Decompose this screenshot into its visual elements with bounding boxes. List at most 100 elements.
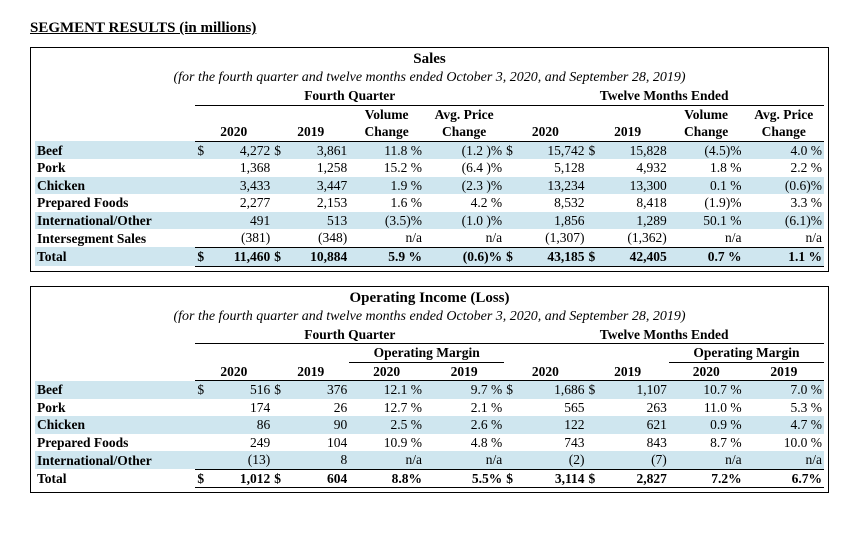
currency-symbol [504, 194, 517, 212]
oi-hdr-t-2020: 2020 [504, 362, 586, 381]
cell-t19: 4,932 [599, 159, 668, 177]
cell-qm19: 2.6 % [424, 416, 504, 434]
cell-tm20: 11.0 % [669, 399, 744, 417]
oi-total-qm19: 5.5% [424, 469, 504, 488]
currency-symbol [195, 434, 208, 452]
currency-symbol [195, 451, 208, 469]
cell-qp: n/a [424, 229, 504, 247]
currency-symbol [272, 177, 285, 195]
currency-symbol [272, 229, 285, 247]
segment-name: Intersegment Sales [35, 229, 195, 247]
sales-total-qp: (0.6)% [424, 247, 504, 266]
currency-symbol [504, 434, 517, 452]
cell-tv: 0.1 % [669, 177, 744, 195]
currency-symbol: $ [504, 141, 517, 159]
cell-qv: 15.2 % [349, 159, 424, 177]
currency-symbol [272, 434, 285, 452]
currency-symbol [272, 451, 285, 469]
currency-symbol [272, 399, 285, 417]
cell-t19: 621 [599, 416, 668, 434]
segment-name: Prepared Foods [35, 434, 195, 452]
currency-symbol [504, 229, 517, 247]
hdr-t-apchg: Change [744, 123, 824, 141]
table-row: Pork1742612.7 %2.1 %56526311.0 %5.3 % [35, 399, 824, 417]
cell-q20: 3,433 [208, 177, 272, 195]
cell-tm20: 8.7 % [669, 434, 744, 452]
cell-t19: 843 [599, 434, 668, 452]
currency-symbol [504, 416, 517, 434]
currency-symbol [586, 194, 599, 212]
cell-qm20: 12.1 % [349, 381, 424, 399]
hdr-vol-q: Volume [349, 105, 424, 123]
cell-t19: 15,828 [599, 141, 668, 159]
currency-symbol: $ [195, 141, 208, 159]
currency-symbol: $ [586, 141, 599, 159]
hdr-ap-t: Avg. Price [744, 105, 824, 123]
cell-tm19: 5.3 % [744, 399, 824, 417]
cell-tm19: n/a [744, 451, 824, 469]
cell-q20: 249 [208, 434, 272, 452]
cell-t20: (1,307) [517, 229, 586, 247]
cell-t20: 8,532 [517, 194, 586, 212]
table-row: Beef$4,272$3,86111.8 %(1.2 )%$15,742$15,… [35, 141, 824, 159]
hdr-t-2020: 2020 [504, 123, 586, 141]
sales-total-t20: 43,185 [517, 247, 586, 266]
segment-name: Prepared Foods [35, 194, 195, 212]
cell-tp: 3.3 % [744, 194, 824, 212]
currency-symbol [195, 177, 208, 195]
oi-subtitle: (for the fourth quarter and twelve month… [35, 308, 824, 326]
cell-tv: (4.5)% [669, 141, 744, 159]
currency-symbol [586, 177, 599, 195]
cell-tp: n/a [744, 229, 824, 247]
cell-qm20: 10.9 % [349, 434, 424, 452]
cell-q19: 26 [285, 399, 349, 417]
cell-t20: (2) [517, 451, 586, 469]
sales-total-q20: 11,460 [208, 247, 272, 266]
currency-symbol [504, 159, 517, 177]
cell-q20: 174 [208, 399, 272, 417]
hdr-vol-t: Volume [669, 105, 744, 123]
cell-q19: 104 [285, 434, 349, 452]
cell-q19: 3,861 [285, 141, 349, 159]
cell-t20: 1,686 [517, 381, 586, 399]
cell-t20: 13,234 [517, 177, 586, 195]
oi-hdr-t-2019: 2019 [587, 362, 669, 381]
cell-q19: 2,153 [285, 194, 349, 212]
currency-symbol [504, 451, 517, 469]
cell-tm20: 0.9 % [669, 416, 744, 434]
cell-q20: (13) [208, 451, 272, 469]
cell-q19: 8 [285, 451, 349, 469]
cell-qp: 4.2 % [424, 194, 504, 212]
cell-qp: (1.2 )% [424, 141, 504, 159]
sales-total-tp: 1.1 % [744, 247, 824, 266]
oi-total-q20: 1,012 [208, 469, 272, 488]
cell-tm19: 7.0 % [744, 381, 824, 399]
cell-tp: (0.6)% [744, 177, 824, 195]
cell-q20: 1,368 [208, 159, 272, 177]
table-row: Prepared Foods24910410.9 %4.8 %7438438.7… [35, 434, 824, 452]
currency-symbol [272, 212, 285, 230]
sales-title: Sales [35, 50, 824, 69]
cell-qp: (6.4 )% [424, 159, 504, 177]
currency-symbol [587, 399, 600, 417]
cell-qm19: n/a [424, 451, 504, 469]
cell-qv: 1.6 % [349, 194, 424, 212]
currency-symbol: $ [504, 381, 517, 399]
cell-tv: (1.9)% [669, 194, 744, 212]
cell-t19: 1,289 [599, 212, 668, 230]
sales-total-tv: 0.7 % [669, 247, 744, 266]
cell-t19: 8,418 [599, 194, 668, 212]
page-title: SEGMENT RESULTS (in millions) [30, 20, 829, 37]
segment-name: International/Other [35, 451, 195, 469]
cell-qv: 11.8 % [349, 141, 424, 159]
currency-symbol [586, 212, 599, 230]
cell-q19: 1,258 [285, 159, 349, 177]
currency-symbol: $ [272, 381, 285, 399]
cell-qm19: 9.7 % [424, 381, 504, 399]
oi-hdr-q-2020: 2020 [195, 362, 272, 381]
sales-total-qv: 5.9 % [349, 247, 424, 266]
oi-table: Operating Income (Loss) (for the fourth … [35, 289, 824, 489]
currency-symbol [195, 159, 208, 177]
oi-total-q19: 604 [285, 469, 349, 488]
currency-symbol [504, 177, 517, 195]
